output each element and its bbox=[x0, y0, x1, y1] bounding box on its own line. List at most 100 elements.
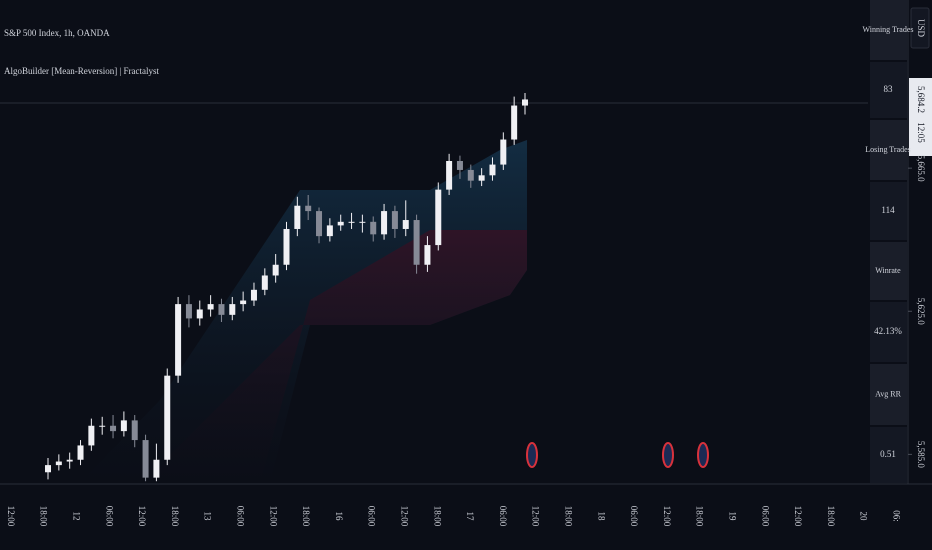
candle-body bbox=[337, 221, 344, 226]
candle-body bbox=[391, 211, 398, 229]
y-tick-label: 5,625.0 bbox=[916, 298, 926, 326]
x-tick-label: 06:00 bbox=[367, 506, 377, 527]
candle-body bbox=[142, 440, 149, 478]
candle-body bbox=[110, 425, 117, 432]
candle-body bbox=[456, 161, 463, 170]
x-tick-label: 06: bbox=[892, 510, 902, 522]
x-tick-label: 18:00 bbox=[39, 506, 49, 527]
stat-label: Winning Trades bbox=[862, 25, 913, 34]
last-price-label: 5,684.2 bbox=[916, 86, 926, 113]
candle-body bbox=[66, 459, 73, 462]
candle-body bbox=[467, 169, 474, 181]
x-tick-label: 19 bbox=[728, 512, 738, 522]
event-icon bbox=[526, 442, 538, 468]
last-price-box bbox=[909, 78, 932, 156]
x-tick-label: 06:00 bbox=[760, 506, 770, 527]
x-tick-label: 17 bbox=[465, 512, 475, 522]
x-tick-label: 12:00 bbox=[793, 506, 803, 527]
candle-body bbox=[283, 228, 290, 265]
band-lower bbox=[150, 230, 527, 483]
candle-body bbox=[305, 205, 312, 212]
candle-body bbox=[261, 275, 268, 290]
candle-body bbox=[218, 304, 225, 315]
x-tick-label: 12:00 bbox=[662, 506, 672, 527]
candle-body bbox=[88, 425, 95, 446]
candle-body bbox=[99, 425, 106, 427]
stat-value-cell bbox=[870, 182, 907, 240]
x-tick-label: 12:00 bbox=[6, 506, 16, 527]
stat-value-cell bbox=[870, 302, 907, 362]
x-tick-label: 18 bbox=[596, 512, 606, 522]
stat-value-cell bbox=[870, 427, 907, 483]
candle-body bbox=[478, 175, 485, 181]
countdown: 12:05 bbox=[916, 122, 926, 143]
currency-box[interactable] bbox=[910, 7, 930, 49]
stat-label-cell bbox=[870, 120, 907, 180]
candle-body bbox=[413, 220, 420, 265]
stat-value: 0.51 bbox=[880, 449, 896, 459]
currency: USD bbox=[916, 19, 926, 38]
symbol-title: S&P 500 Index, 1h, OANDA bbox=[4, 28, 110, 38]
x-tick-label: 18:00 bbox=[564, 506, 574, 527]
candle-body bbox=[370, 221, 377, 235]
x-tick-label: 12:00 bbox=[400, 506, 410, 527]
candle-body bbox=[229, 304, 236, 315]
candle-body bbox=[348, 221, 355, 223]
candle-body bbox=[402, 220, 409, 229]
candle-body bbox=[175, 304, 182, 376]
candle-body bbox=[522, 99, 528, 106]
x-tick-label: 06:00 bbox=[104, 506, 114, 527]
event-icon bbox=[662, 442, 674, 468]
stat-value-cell bbox=[870, 62, 907, 118]
stat-label: Losing Trades bbox=[865, 145, 911, 154]
candle-body bbox=[326, 225, 333, 237]
candle-body bbox=[77, 445, 84, 460]
x-tick-label: 06:00 bbox=[498, 506, 508, 527]
candle-body bbox=[185, 304, 192, 319]
stat-value: 42.13% bbox=[874, 326, 902, 336]
x-tick-label: 20 bbox=[859, 512, 869, 522]
candle-body bbox=[435, 189, 442, 246]
x-tick-label: 06:00 bbox=[236, 506, 246, 527]
x-tick-label: 18:00 bbox=[826, 506, 836, 527]
stat-label: Winrate bbox=[875, 266, 901, 275]
candle-body bbox=[272, 264, 279, 276]
candle-body bbox=[164, 375, 171, 460]
candle-body bbox=[381, 211, 388, 235]
candle-body bbox=[359, 221, 366, 223]
candle-body bbox=[240, 300, 247, 305]
stat-value: 83 bbox=[884, 84, 894, 94]
x-tick-label: 12:00 bbox=[531, 506, 541, 527]
candle-body bbox=[131, 420, 138, 441]
stat-label-cell bbox=[870, 242, 907, 300]
candle-body bbox=[207, 304, 214, 310]
y-tick-label: 5,585.0 bbox=[916, 441, 926, 469]
x-tick-label: 12:00 bbox=[137, 506, 147, 527]
candle-body bbox=[120, 420, 127, 432]
x-tick-label: 13 bbox=[203, 512, 213, 522]
candle-body bbox=[446, 161, 453, 190]
candle-body bbox=[250, 289, 257, 301]
y-tick-label: 5,665.0 bbox=[916, 155, 926, 183]
candle-body bbox=[55, 461, 62, 466]
candle-body bbox=[45, 465, 51, 473]
x-tick-label: 12:00 bbox=[268, 506, 278, 527]
candle-body bbox=[424, 245, 431, 265]
candle-body bbox=[294, 205, 301, 229]
event-icon bbox=[697, 442, 709, 468]
x-tick-label: 18:00 bbox=[301, 506, 311, 527]
candle-body bbox=[196, 309, 203, 319]
stat-label-cell bbox=[870, 364, 907, 425]
x-tick-label: 06:00 bbox=[629, 506, 639, 527]
x-tick-label: 16 bbox=[334, 512, 344, 522]
candle-body bbox=[489, 164, 496, 176]
x-tick-label: 12 bbox=[72, 512, 82, 521]
x-tick-label: 18:00 bbox=[432, 506, 442, 527]
stat-label: Avg RR bbox=[875, 389, 902, 398]
candle-body bbox=[511, 105, 518, 140]
stat-value: 114 bbox=[881, 205, 895, 215]
candle-body bbox=[500, 139, 507, 165]
x-tick-label: 18:00 bbox=[695, 506, 705, 527]
